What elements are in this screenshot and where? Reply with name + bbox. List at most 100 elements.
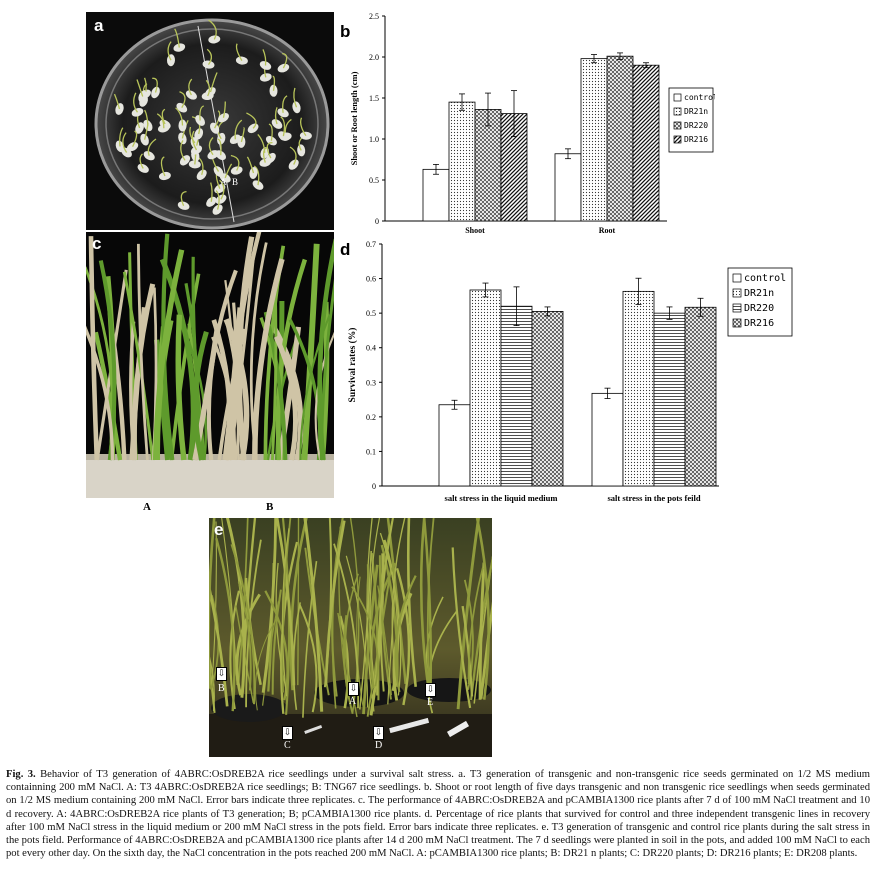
blade <box>159 258 197 461</box>
blade <box>255 615 279 711</box>
blade <box>263 311 288 461</box>
blade <box>192 331 209 461</box>
pot-label-D: D <box>375 740 383 751</box>
blade <box>299 314 331 461</box>
blade <box>478 562 486 700</box>
blade <box>289 518 308 691</box>
chart-b: 0 0.5 1.0 1.5 2.0 2.5 Shoot or Root length (cm… <box>345 8 715 238</box>
legend-label: DR220 <box>744 303 774 314</box>
sprout <box>293 87 298 108</box>
blade <box>281 528 290 697</box>
sprout <box>133 92 139 113</box>
legend-swatch <box>732 303 742 313</box>
y-tick-label: 0.1 <box>366 447 376 456</box>
y-tick-label: 0.5 <box>369 176 379 185</box>
blade <box>261 518 278 693</box>
blade <box>342 615 354 715</box>
sprout <box>209 72 218 93</box>
bar <box>632 64 660 222</box>
blade <box>323 518 333 688</box>
sprout <box>230 154 240 171</box>
sprout <box>222 101 226 118</box>
sprout <box>136 79 144 97</box>
chart-d-svg: 0 0.1 0.2 0.3 0.4 0.5 0.6 0.7 Survival rates (%)… <box>347 240 793 503</box>
legend-label: control <box>744 273 786 284</box>
sprout <box>240 127 245 143</box>
panel-letter-c: c <box>92 234 102 253</box>
sprout <box>224 163 233 179</box>
blade <box>209 652 215 711</box>
sprout <box>253 165 260 186</box>
blade <box>377 585 392 696</box>
y-tick-label: 2.0 <box>369 53 379 62</box>
panel-letter-b: b <box>340 22 351 41</box>
bar <box>422 168 450 222</box>
blade <box>461 605 474 697</box>
blade <box>221 518 238 686</box>
sprout <box>113 93 121 110</box>
legend-label: DR216 <box>684 135 708 144</box>
blade <box>275 258 308 461</box>
seed <box>208 35 221 44</box>
seedlings <box>113 19 312 215</box>
sprout <box>180 140 186 161</box>
sprout <box>215 190 220 210</box>
y-tick-label: 0.4 <box>366 344 376 353</box>
sprout <box>206 48 213 65</box>
sprout <box>160 156 166 177</box>
photo-panel-e: e ⇩ B ⇩ A ⇩ E ⇩ C ⇩ D <box>209 518 492 757</box>
blade <box>129 307 147 461</box>
blade <box>379 532 402 696</box>
blade <box>344 573 359 694</box>
blade <box>237 518 249 684</box>
sprout <box>143 122 149 140</box>
blade <box>229 232 262 461</box>
blade <box>298 604 318 713</box>
panel-letter-e: e <box>214 520 224 539</box>
blade <box>303 518 324 712</box>
seed <box>135 122 144 134</box>
figure-caption: Fig. 3. Behavior of T3 generation of 4AB… <box>6 768 870 860</box>
chart-d: 0 0.1 0.2 0.3 0.4 0.5 0.6 0.7 Survival rates (%)… <box>345 236 795 506</box>
blade <box>370 553 380 701</box>
blade <box>209 645 216 714</box>
caption-text: Behavior of T3 generation of 4ABRC:OsDRE… <box>6 769 870 860</box>
sprout <box>156 113 165 129</box>
blade <box>249 242 268 461</box>
bar <box>448 101 476 222</box>
pot-label-A: A <box>349 696 357 707</box>
blade <box>386 518 407 685</box>
legend-label: control <box>684 93 715 102</box>
sprout <box>188 78 193 96</box>
sprout <box>199 105 205 121</box>
blade <box>395 567 411 706</box>
bar <box>653 312 686 487</box>
sprout <box>152 77 158 93</box>
legend-swatch <box>732 273 742 283</box>
photo-c-label-A: A <box>143 501 151 513</box>
y-tick-label: 0.2 <box>366 413 376 422</box>
pot-label-E: E <box>427 697 434 708</box>
blade <box>230 543 256 705</box>
caption-label: Fig. 3. <box>6 769 36 780</box>
rice-plants-illustration <box>86 232 334 498</box>
blade <box>252 258 285 461</box>
legend-label: DR21n <box>684 107 708 116</box>
seed <box>177 201 190 210</box>
y-tick-label: 2.5 <box>369 12 379 21</box>
bar <box>622 290 655 487</box>
blade <box>223 318 250 461</box>
sprout <box>132 130 138 147</box>
sprout <box>217 138 222 156</box>
blade <box>369 518 381 685</box>
y-axis-label: Survival rates (%) <box>347 328 358 403</box>
sprout <box>282 95 288 113</box>
y-tick-label: 0.3 <box>366 378 376 387</box>
blade <box>394 575 417 693</box>
blade <box>302 560 318 718</box>
blade <box>237 581 252 691</box>
blade <box>292 602 301 711</box>
down-arrow-icon: ⇩ <box>425 683 436 697</box>
photo-label-a-A: A <box>220 177 227 187</box>
